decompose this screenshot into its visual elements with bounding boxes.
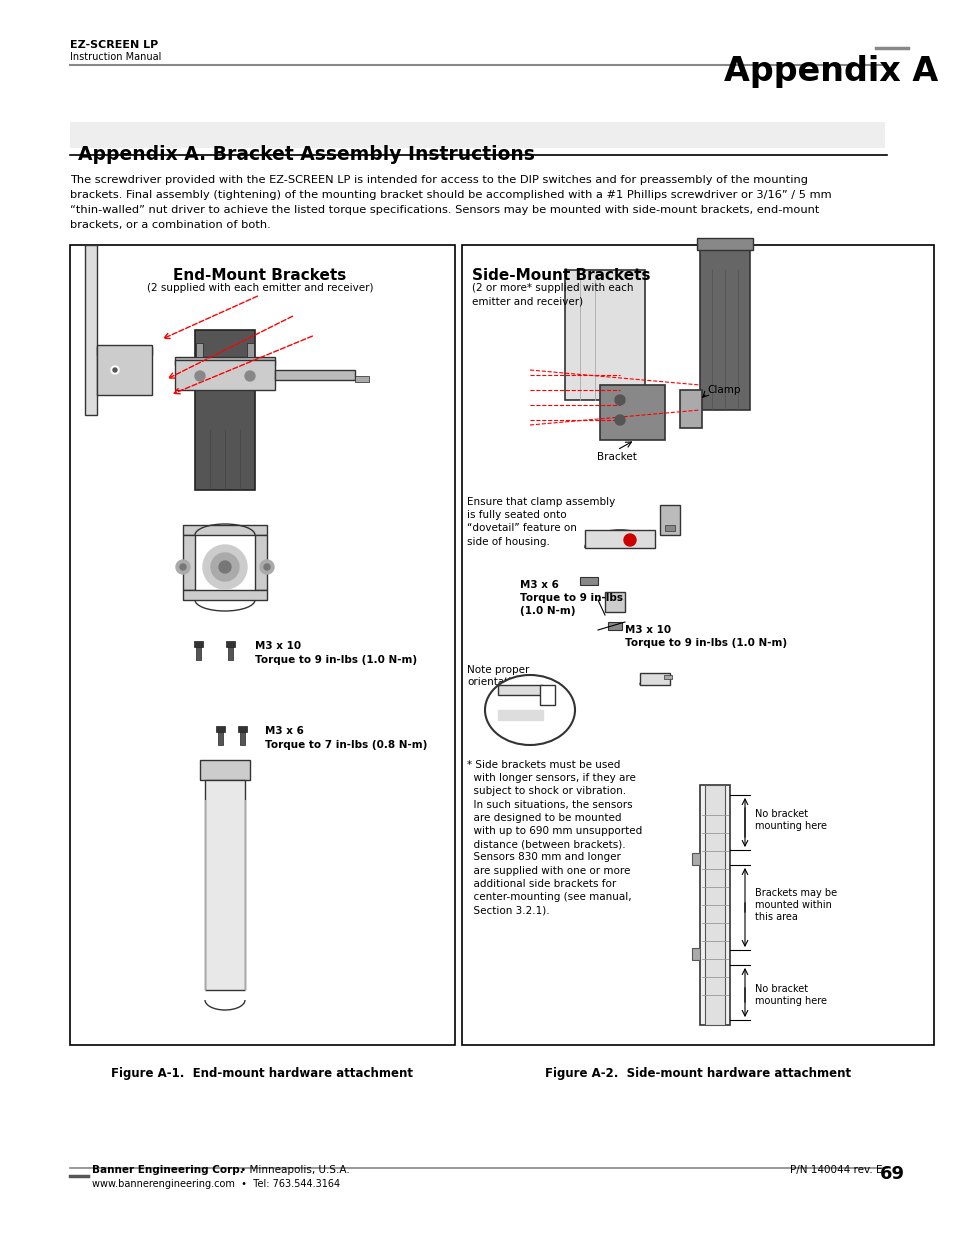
Bar xyxy=(607,622,621,630)
Bar xyxy=(70,245,455,1045)
Bar xyxy=(274,370,355,380)
Bar xyxy=(205,781,245,990)
Bar xyxy=(174,357,274,366)
Bar xyxy=(355,375,369,382)
Bar xyxy=(195,645,201,659)
Text: • Minneapolis, U.S.A.: • Minneapolis, U.S.A. xyxy=(236,1165,350,1174)
Bar xyxy=(228,645,233,659)
Bar xyxy=(539,685,555,705)
Bar xyxy=(664,525,675,531)
Bar xyxy=(194,330,254,490)
Bar xyxy=(70,122,884,148)
Bar xyxy=(700,785,729,1025)
Bar xyxy=(247,343,253,357)
Text: M3 x 10: M3 x 10 xyxy=(624,625,670,635)
Text: Figure A-1.  End-mount hardware attachment: Figure A-1. End-mount hardware attachmen… xyxy=(111,1067,413,1079)
Circle shape xyxy=(211,553,239,580)
Text: P/N 140044 rev. E: P/N 140044 rev. E xyxy=(789,1165,882,1174)
Text: (1.0 N-m): (1.0 N-m) xyxy=(519,606,575,616)
Text: End-Mount Brackets: End-Mount Brackets xyxy=(173,268,346,283)
Bar xyxy=(659,505,679,535)
Bar xyxy=(584,530,655,548)
Text: Banner Engineering Corp.: Banner Engineering Corp. xyxy=(91,1165,244,1174)
Text: No bracket
mounting here: No bracket mounting here xyxy=(754,809,826,831)
Text: (2 supplied with each emitter and receiver): (2 supplied with each emitter and receiv… xyxy=(147,283,373,293)
Bar xyxy=(700,249,749,410)
Text: www.bannerengineering.com  •  Tel: 763.544.3164: www.bannerengineering.com • Tel: 763.544… xyxy=(91,1179,340,1189)
Bar xyxy=(200,760,250,781)
Text: Torque to 9 in-lbs (1.0 N-m): Torque to 9 in-lbs (1.0 N-m) xyxy=(254,655,416,664)
Bar xyxy=(497,710,542,720)
Bar xyxy=(97,347,152,354)
Bar xyxy=(254,535,267,590)
Text: The screwdriver provided with the EZ-SCREEN LP is intended for access to the DIP: The screwdriver provided with the EZ-SCR… xyxy=(70,175,807,185)
Circle shape xyxy=(112,368,117,372)
Circle shape xyxy=(615,415,624,425)
Bar xyxy=(183,535,194,590)
Bar xyxy=(193,641,203,647)
Text: emitter and receiver): emitter and receiver) xyxy=(472,296,582,306)
Bar xyxy=(237,726,247,732)
Text: * Side brackets must be used
  with longer sensors, if they are
  subject to sho: * Side brackets must be used with longer… xyxy=(467,760,641,915)
Circle shape xyxy=(111,366,119,374)
Bar xyxy=(183,590,267,600)
Bar xyxy=(215,726,225,732)
Text: M3 x 10: M3 x 10 xyxy=(254,641,301,651)
Text: M3 x 6: M3 x 6 xyxy=(265,726,304,736)
Text: brackets. Final assembly (tightening) of the mounting bracket should be accompli: brackets. Final assembly (tightening) of… xyxy=(70,190,831,200)
Bar xyxy=(240,730,245,745)
Text: No bracket
mounting here: No bracket mounting here xyxy=(754,984,826,1005)
Text: Note proper
orientation: Note proper orientation xyxy=(467,664,529,687)
Text: Ensure that clamp assembly
is fully seated onto
“dovetail” feature on
side of ho: Ensure that clamp assembly is fully seat… xyxy=(467,496,615,547)
Bar xyxy=(85,245,97,415)
Bar xyxy=(195,343,203,357)
Circle shape xyxy=(264,564,270,571)
Text: “thin-walled” nut driver to achieve the listed torque specifications. Sensors ma: “thin-walled” nut driver to achieve the … xyxy=(70,205,819,215)
Bar xyxy=(461,245,933,1045)
Bar xyxy=(604,592,624,613)
Text: Torque to 7 in-lbs (0.8 N-m): Torque to 7 in-lbs (0.8 N-m) xyxy=(265,740,427,750)
Bar xyxy=(497,685,542,695)
Bar xyxy=(697,238,752,249)
Bar xyxy=(704,785,724,1025)
Text: (2 or more* supplied with each: (2 or more* supplied with each xyxy=(472,283,633,293)
Circle shape xyxy=(615,395,624,405)
Bar xyxy=(97,345,152,395)
Ellipse shape xyxy=(484,676,575,745)
Bar xyxy=(174,359,274,390)
Text: Brackets may be
mounted within
this area: Brackets may be mounted within this area xyxy=(754,888,836,921)
Circle shape xyxy=(245,370,254,382)
Text: Appendix A: Appendix A xyxy=(723,56,937,88)
Text: Clamp: Clamp xyxy=(706,385,740,395)
Bar xyxy=(599,385,664,440)
Bar xyxy=(183,525,267,535)
Bar xyxy=(564,270,644,400)
Text: Figure A-2.  Side-mount hardware attachment: Figure A-2. Side-mount hardware attachme… xyxy=(544,1067,850,1079)
Bar xyxy=(663,676,671,679)
Bar xyxy=(679,390,701,429)
Bar xyxy=(691,853,700,864)
Text: brackets, or a combination of both.: brackets, or a combination of both. xyxy=(70,220,271,230)
Circle shape xyxy=(623,534,636,546)
Circle shape xyxy=(175,559,190,574)
Bar xyxy=(226,641,234,647)
Text: Bracket: Bracket xyxy=(597,452,637,462)
Circle shape xyxy=(194,370,205,382)
Text: Torque to 9 in-lbs (1.0 N-m): Torque to 9 in-lbs (1.0 N-m) xyxy=(624,638,786,648)
Text: Torque to 9 in-lbs: Torque to 9 in-lbs xyxy=(519,593,622,603)
Circle shape xyxy=(219,561,231,573)
Circle shape xyxy=(260,559,274,574)
Bar xyxy=(579,577,598,585)
Text: Instruction Manual: Instruction Manual xyxy=(70,52,161,62)
Circle shape xyxy=(203,545,247,589)
Text: M3 x 6: M3 x 6 xyxy=(519,580,558,590)
Circle shape xyxy=(180,564,186,571)
Text: Side-Mount Brackets: Side-Mount Brackets xyxy=(472,268,650,283)
Bar xyxy=(691,948,700,960)
Bar xyxy=(218,730,223,745)
Text: 69: 69 xyxy=(879,1165,904,1183)
Text: EZ-SCREEN LP: EZ-SCREEN LP xyxy=(70,40,158,49)
Bar xyxy=(639,673,669,685)
Text: Appendix A. Bracket Assembly Instructions: Appendix A. Bracket Assembly Instruction… xyxy=(78,144,535,164)
